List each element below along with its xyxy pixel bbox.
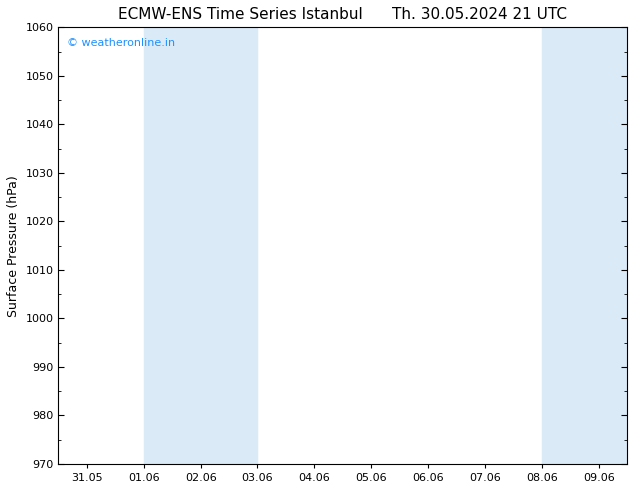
Title: ECMW-ENS Time Series Istanbul      Th. 30.05.2024 21 UTC: ECMW-ENS Time Series Istanbul Th. 30.05.… bbox=[119, 7, 567, 22]
Text: © weatheronline.in: © weatheronline.in bbox=[67, 38, 175, 48]
Y-axis label: Surface Pressure (hPa): Surface Pressure (hPa) bbox=[7, 175, 20, 317]
Bar bbox=[144, 27, 257, 464]
Bar bbox=[542, 27, 634, 464]
